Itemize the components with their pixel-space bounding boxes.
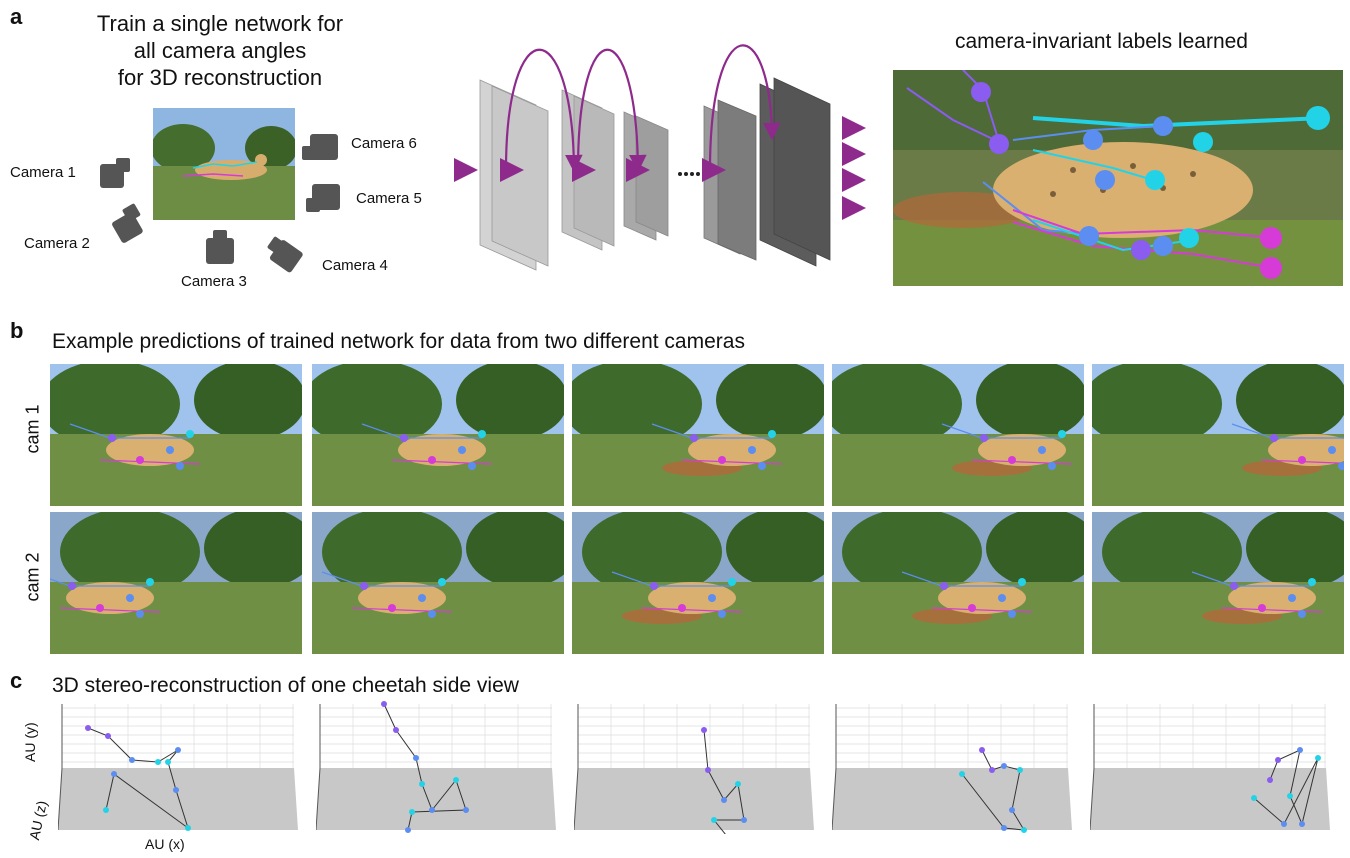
skip-connection-arrow: [708, 44, 781, 171]
panel-a-title: Train a single network for all camera an…: [70, 10, 370, 91]
panel-a-letter: a: [10, 4, 23, 29]
prediction-thumbnail: [1092, 512, 1344, 654]
prediction-thumbnail: [312, 512, 564, 654]
camera-5-label: Camera 5: [356, 190, 422, 207]
reconstruction-plot: [1089, 700, 1330, 834]
reconstruction-plot: [57, 700, 298, 834]
camera-rig-photo: [153, 108, 295, 220]
panel-b-title: Example predictions of trained network f…: [52, 330, 745, 353]
reconstruction-plot: [573, 700, 814, 843]
camera-icon: [100, 158, 130, 188]
axis-label-x: AU (x): [145, 836, 185, 852]
camera-icon: [206, 230, 234, 264]
prediction-thumbnail: [312, 364, 564, 506]
ellipsis-dots: [678, 172, 700, 176]
prediction-thumbnail: [572, 364, 824, 506]
camera-3-label: Camera 3: [181, 273, 247, 290]
prediction-thumbnail: [832, 512, 1084, 654]
row-label-cam-2: cam 2: [22, 552, 43, 602]
network-diagram: [454, 44, 866, 271]
camera-6-label: Camera 6: [351, 135, 417, 152]
labeled-cheetah-photo: [893, 70, 1343, 286]
skip-connection-arrow: [576, 48, 647, 173]
panel-c-letter: c: [10, 668, 23, 693]
panel-c-title: 3D stereo-reconstruction of one cheetah …: [52, 674, 519, 697]
reconstruction-plot: [315, 700, 556, 834]
result-title: camera-invariant labels learned: [955, 30, 1248, 53]
prediction-thumbnail: [50, 512, 302, 654]
panel-a-title-line-2: all camera angles: [133, 38, 307, 63]
prediction-thumbnail: [1092, 364, 1344, 506]
skip-connection-arrow: [504, 48, 583, 173]
camera-icon: [306, 184, 340, 212]
prediction-thumbnail: [832, 364, 1084, 506]
panel-b-letter: b: [10, 318, 24, 343]
camera-icon: [112, 203, 143, 243]
camera-icons-layer: [100, 134, 340, 273]
camera-1-label: Camera 1: [10, 164, 76, 181]
prediction-thumbnail: [572, 512, 824, 654]
panel-a-title-line-3: for 3D reconstruction: [117, 65, 323, 90]
camera-4-label: Camera 4: [322, 257, 388, 274]
camera-icon: [302, 134, 338, 160]
axis-label-z: AU (z): [26, 799, 50, 842]
row-label-cam-1: cam 1: [22, 404, 43, 454]
reconstruction-plot: [831, 700, 1072, 834]
axis-label-y: AU (y): [22, 722, 38, 762]
network-layer-stack: [479, 77, 831, 271]
camera-2-label: Camera 2: [24, 235, 90, 252]
prediction-thumbnail: [50, 364, 302, 506]
panel-a-title-line-1: Train a single network for: [96, 11, 344, 36]
camera-icon: [267, 236, 303, 273]
